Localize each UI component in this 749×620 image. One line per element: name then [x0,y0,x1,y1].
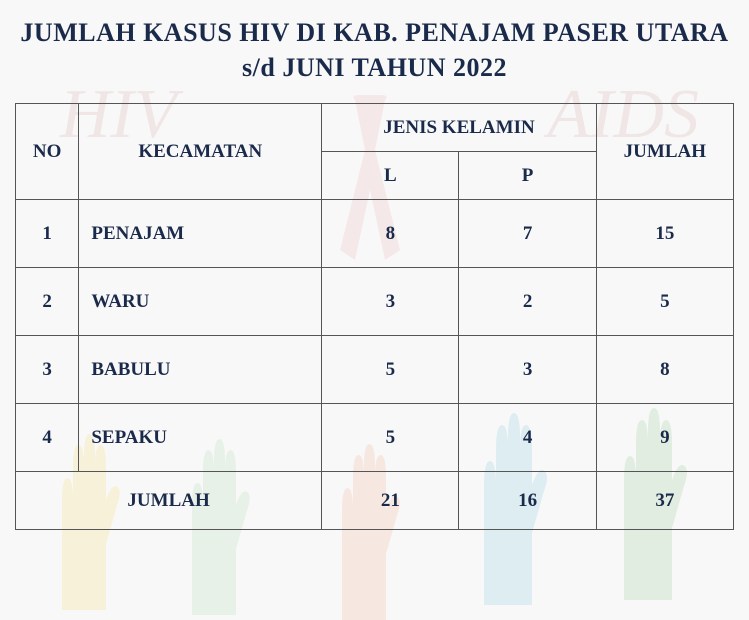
page-title: JUMLAH KASUS HIV DI KAB. PENAJAM PASER U… [15,15,734,85]
cell-l: 3 [322,268,459,336]
cell-kecamatan: PENAJAM [79,200,322,268]
footer-p: 16 [459,472,596,530]
footer-l: 21 [322,472,459,530]
cell-jumlah: 15 [596,200,733,268]
cell-no: 4 [16,404,79,472]
header-no: NO [16,104,79,200]
cell-jumlah: 8 [596,336,733,404]
table-row: 4 SEPAKU 5 4 9 [16,404,734,472]
header-l: L [322,152,459,200]
cell-kecamatan: SEPAKU [79,404,322,472]
cell-kecamatan: WARU [79,268,322,336]
footer-jumlah: 37 [596,472,733,530]
cell-kecamatan: BABULU [79,336,322,404]
footer-row: JUMLAH 21 16 37 [16,472,734,530]
table-row: 3 BABULU 5 3 8 [16,336,734,404]
cell-l: 5 [322,336,459,404]
data-table: NO KECAMATAN JENIS KELAMIN JUMLAH L P 1 … [15,103,734,530]
content-wrapper: JUMLAH KASUS HIV DI KAB. PENAJAM PASER U… [0,0,749,530]
table-row: 2 WARU 3 2 5 [16,268,734,336]
cell-no: 3 [16,336,79,404]
cell-no: 2 [16,268,79,336]
cell-p: 2 [459,268,596,336]
cell-l: 5 [322,404,459,472]
header-kecamatan: KECAMATAN [79,104,322,200]
table-row: 1 PENAJAM 8 7 15 [16,200,734,268]
cell-no: 1 [16,200,79,268]
header-p: P [459,152,596,200]
cell-jumlah: 5 [596,268,733,336]
cell-jumlah: 9 [596,404,733,472]
cell-l: 8 [322,200,459,268]
cell-p: 3 [459,336,596,404]
header-jumlah: JUMLAH [596,104,733,200]
cell-p: 4 [459,404,596,472]
header-jenis-kelamin: JENIS KELAMIN [322,104,597,152]
cell-p: 7 [459,200,596,268]
footer-label: JUMLAH [16,472,322,530]
